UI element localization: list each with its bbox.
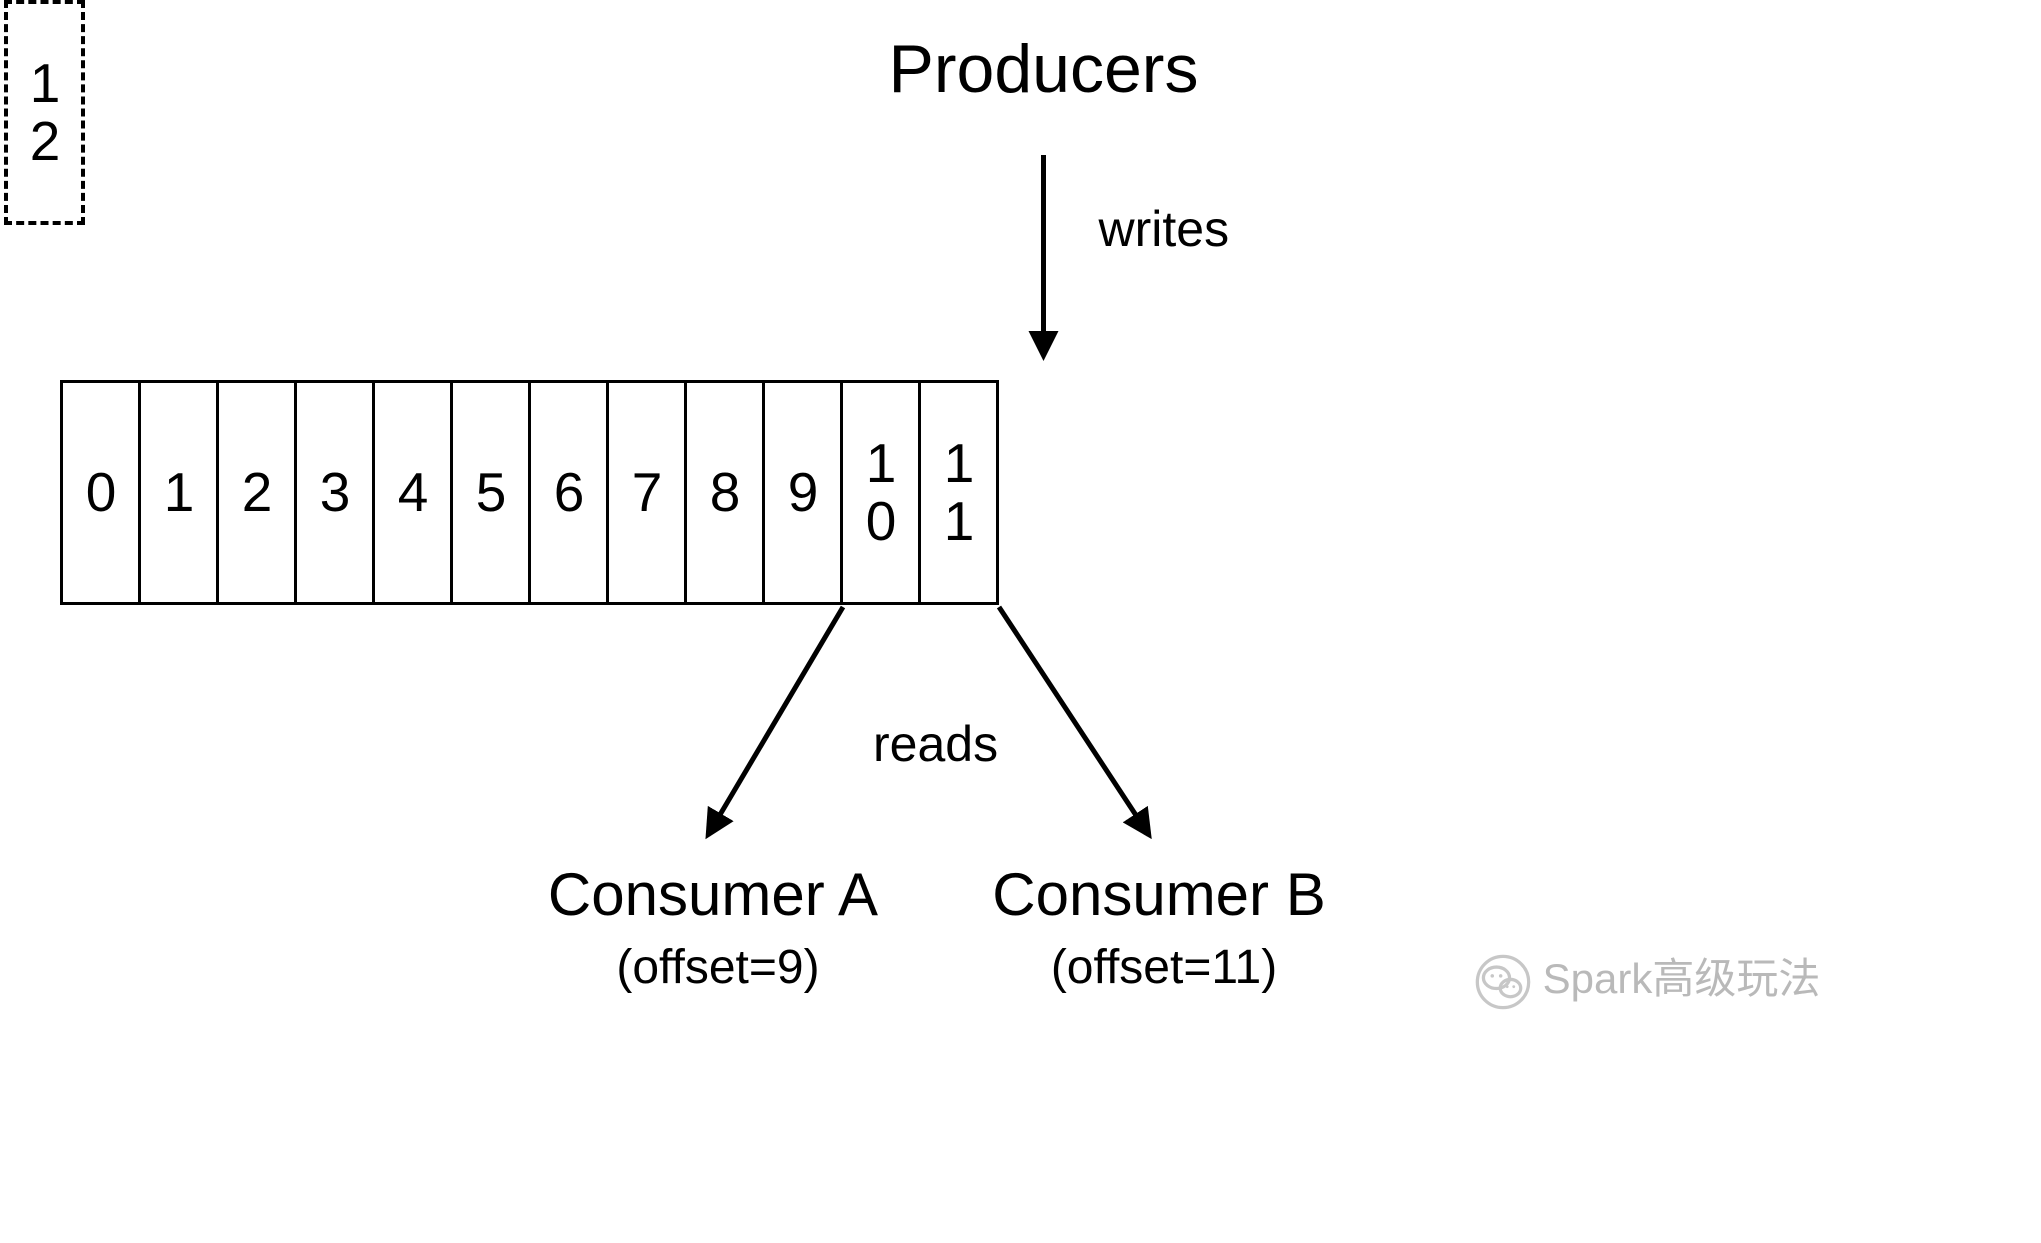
- consumer-b-arrow: [999, 607, 1149, 835]
- diagram-stage: Producers writes 01234567891011 12 reads…: [0, 0, 2041, 1243]
- arrows-overlay: [0, 0, 2041, 1243]
- consumer-a-arrow: [708, 607, 843, 835]
